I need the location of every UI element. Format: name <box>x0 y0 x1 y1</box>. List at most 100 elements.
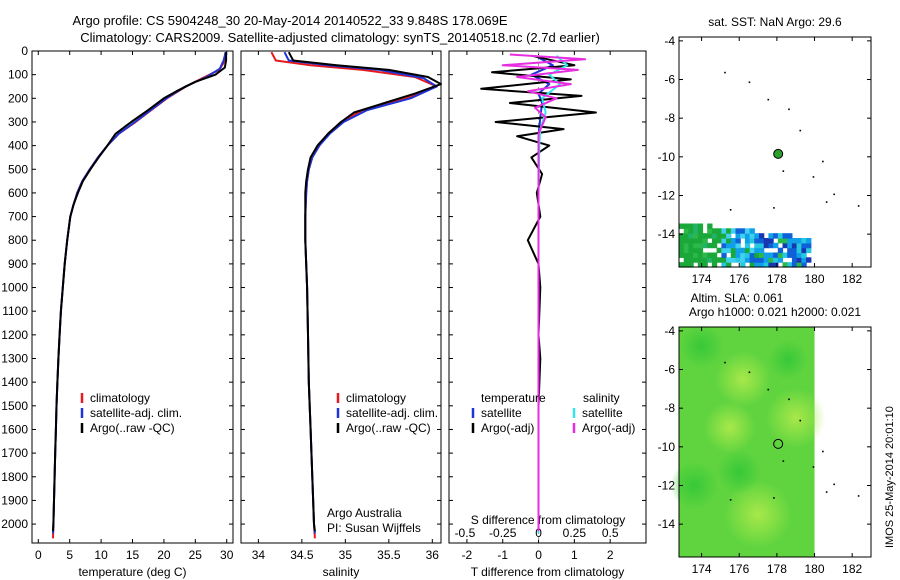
sst-cell <box>726 257 732 263</box>
sst-cell <box>702 238 708 244</box>
sst-ytick-label: -6 <box>664 73 675 87</box>
sst-cell <box>759 238 765 244</box>
difference-xtick-label: 2 <box>607 548 614 562</box>
salinity-xtick-label: 35.5 <box>377 548 401 562</box>
sst-cell <box>726 233 732 239</box>
salinity-annotation-line2: PI: Susan Wijffels <box>327 521 421 535</box>
sst-cell <box>759 247 765 254</box>
sst-cell <box>763 242 769 249</box>
sst-cell <box>735 257 741 263</box>
sla-xtick-label: 182 <box>842 562 862 576</box>
sst-cell <box>697 228 704 234</box>
sst-cell <box>773 252 779 258</box>
sst-cell <box>791 262 798 268</box>
sst-cell <box>683 252 689 258</box>
sst-cell <box>735 238 741 244</box>
sst-cell <box>759 257 765 263</box>
sst-cell <box>782 233 788 239</box>
difference-legend-salinity-title: salinity <box>583 391 620 405</box>
sst-cell <box>791 252 798 258</box>
depth-tick-label: 700 <box>8 210 28 224</box>
temperature-series-climatology <box>52 52 228 539</box>
salinity-xtick-label: 34.5 <box>290 548 314 562</box>
temperature-xtick-label: 0 <box>35 548 42 562</box>
sst-cell <box>721 233 727 239</box>
sst-cell <box>777 238 784 244</box>
sst-cell <box>697 252 704 258</box>
sst-cell <box>806 238 812 244</box>
difference-series-t-argo-adj <box>480 54 597 532</box>
sst-cell <box>763 257 769 263</box>
sst-cell <box>702 242 708 249</box>
sst-map-panel: -4 -6 -8 -10 -12 -14 174 176 178 180 182 sat. SST: … <box>658 15 872 286</box>
sst-cell <box>740 257 746 263</box>
sla-island-dot <box>799 419 802 422</box>
sst-island-dot <box>822 160 824 163</box>
difference-temperature-legend-label: Argo(-adj) <box>481 421 534 435</box>
sst-cell <box>693 223 699 229</box>
sst-cell <box>707 223 713 229</box>
sst-cell <box>697 223 704 229</box>
depth-tick-label: 800 <box>8 233 28 247</box>
sla-ytick-label: -8 <box>664 401 675 415</box>
sst-cell <box>679 262 685 268</box>
sst-island-dot <box>833 193 835 196</box>
depth-tick-label: 400 <box>8 139 28 153</box>
sla-map-title-line2: Argo h1000: 0.021 h2000: 0.021 <box>689 305 861 319</box>
sst-island-dot <box>812 176 815 178</box>
sst-cell <box>721 228 727 234</box>
sst-cell <box>711 238 718 244</box>
sst-cell <box>735 252 741 258</box>
sst-cell <box>683 262 689 268</box>
sst-island-dot <box>788 108 790 111</box>
salinity-legend-label: satellite-adj. clim. <box>346 406 438 420</box>
difference-series-s-argo-adj <box>501 53 587 532</box>
sst-cell <box>744 252 751 258</box>
sst-cell <box>702 257 708 263</box>
salinity-xtick-label: 36 <box>426 548 440 562</box>
sst-cell <box>683 257 689 263</box>
sst-cell <box>697 247 704 254</box>
sst-xtick-label: 182 <box>842 272 862 286</box>
depth-tick-label: 1200 <box>1 328 28 342</box>
sst-cell <box>726 238 732 244</box>
sst-cell <box>754 252 760 258</box>
sst-cell <box>787 252 793 258</box>
sst-cell <box>791 242 798 249</box>
sst-profile-marker <box>773 148 784 159</box>
sst-cell <box>688 247 694 254</box>
salinity-xtick-label: 35 <box>339 548 353 562</box>
sst-cell <box>716 257 722 263</box>
sst-cell <box>721 242 727 249</box>
sst-cell <box>749 247 755 254</box>
sst-cell <box>683 247 689 254</box>
temperature-xtick-label: 5 <box>66 548 73 562</box>
difference-salinity-legend-label: Argo(-adj) <box>582 421 635 435</box>
sla-anomaly-blob <box>768 339 809 380</box>
temperature-panel: 0100200300400500600700800900100011001200… <box>1 44 233 579</box>
sst-cell <box>768 257 774 263</box>
temperature-xtick-label: 15 <box>126 548 140 562</box>
sst-cell <box>679 252 685 258</box>
sla-island-dot <box>773 497 775 499</box>
sst-cell <box>801 262 807 268</box>
depth-tick-label: 1900 <box>1 493 28 507</box>
sla-xtick-label: 178 <box>767 562 787 576</box>
sst-cell <box>796 262 802 268</box>
sst-island-dot <box>729 209 732 211</box>
sst-cell <box>796 257 802 263</box>
temperature-xtick-label: 10 <box>94 548 108 562</box>
sst-axes-frame <box>678 36 872 268</box>
sst-cell <box>787 242 793 249</box>
sst-cell <box>711 257 718 263</box>
sla-anomaly-blob <box>703 401 756 454</box>
sst-cell <box>740 233 746 239</box>
sst-cell <box>688 228 694 234</box>
sst-cell <box>754 238 760 244</box>
sst-cell <box>782 238 788 244</box>
sla-axes-frame <box>678 326 872 558</box>
sst-cell <box>726 262 732 268</box>
sst-cell <box>735 247 741 254</box>
sla-island-dot <box>833 483 835 486</box>
sst-map-title: sat. SST: NaN Argo: 29.6 <box>708 15 842 29</box>
